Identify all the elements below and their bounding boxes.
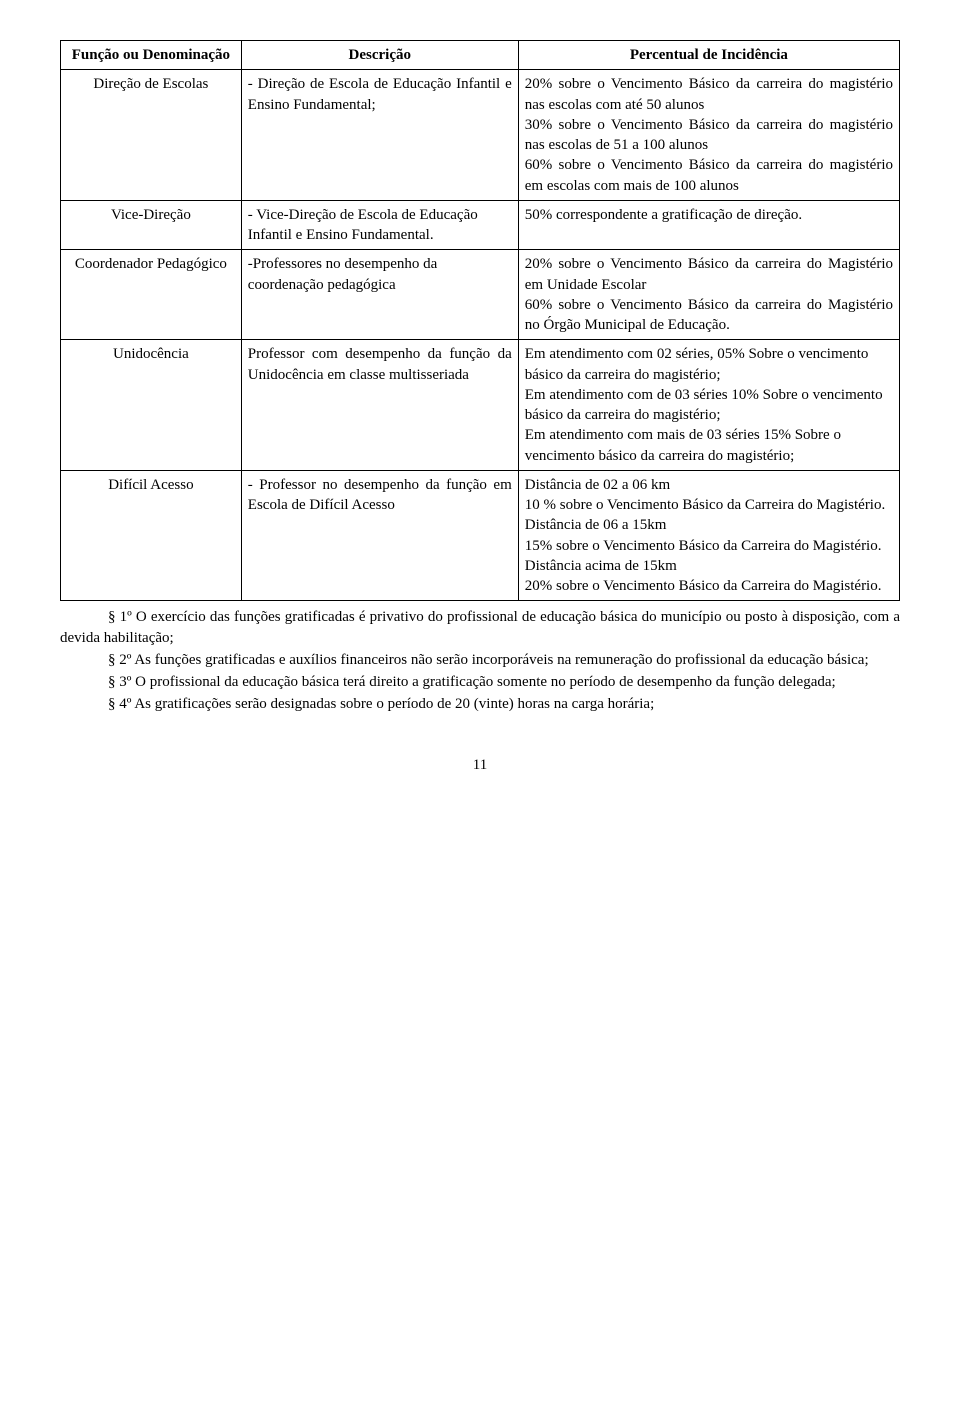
header-description: Descrição xyxy=(241,41,518,70)
cell-function: Difícil Acesso xyxy=(61,470,242,601)
cell-description: Professor com desempenho da função da Un… xyxy=(241,340,518,471)
paragraph-1: § 1º O exercício das funções gratificada… xyxy=(60,607,900,648)
paragraph-3: § 3º O profissional da educação básica t… xyxy=(60,672,900,692)
page-number: 11 xyxy=(60,755,900,775)
cell-description: - Professor no desempenho da função em E… xyxy=(241,470,518,601)
paragraph-4: § 4º As gratificações serão designadas s… xyxy=(60,694,900,714)
header-function: Função ou Denominação xyxy=(61,41,242,70)
table-row: Coordenador Pedagógico -Professores no d… xyxy=(61,250,900,340)
paragraph-2: § 2º As funções gratificadas e auxílios … xyxy=(60,650,900,670)
gratification-table: Função ou Denominação Descrição Percentu… xyxy=(60,40,900,601)
cell-function: Coordenador Pedagógico xyxy=(61,250,242,340)
cell-description: - Vice-Direção de Escola de Educação Inf… xyxy=(241,200,518,250)
table-row: Vice-Direção - Vice-Direção de Escola de… xyxy=(61,200,900,250)
table-row: Difícil Acesso - Professor no desempenho… xyxy=(61,470,900,601)
cell-function: Direção de Escolas xyxy=(61,70,242,201)
cell-function: Unidocência xyxy=(61,340,242,471)
cell-percent: 20% sobre o Vencimento Básico da carreir… xyxy=(518,70,899,201)
header-percent: Percentual de Incidência xyxy=(518,41,899,70)
cell-percent: Distância de 02 a 06 km10 % sobre o Venc… xyxy=(518,470,899,601)
cell-description: - Direção de Escola de Educação Infantil… xyxy=(241,70,518,201)
footer-paragraphs: § 1º O exercício das funções gratificada… xyxy=(60,607,900,714)
cell-description: -Professores no desempenho da coordenaçã… xyxy=(241,250,518,340)
table-row: Direção de Escolas - Direção de Escola d… xyxy=(61,70,900,201)
table-header-row: Função ou Denominação Descrição Percentu… xyxy=(61,41,900,70)
cell-percent: Em atendimento com 02 séries, 05% Sobre … xyxy=(518,340,899,471)
cell-percent: 20% sobre o Vencimento Básico da carreir… xyxy=(518,250,899,340)
table-row: Unidocência Professor com desempenho da … xyxy=(61,340,900,471)
cell-function: Vice-Direção xyxy=(61,200,242,250)
cell-percent: 50% correspondente a gratificação de dir… xyxy=(518,200,899,250)
